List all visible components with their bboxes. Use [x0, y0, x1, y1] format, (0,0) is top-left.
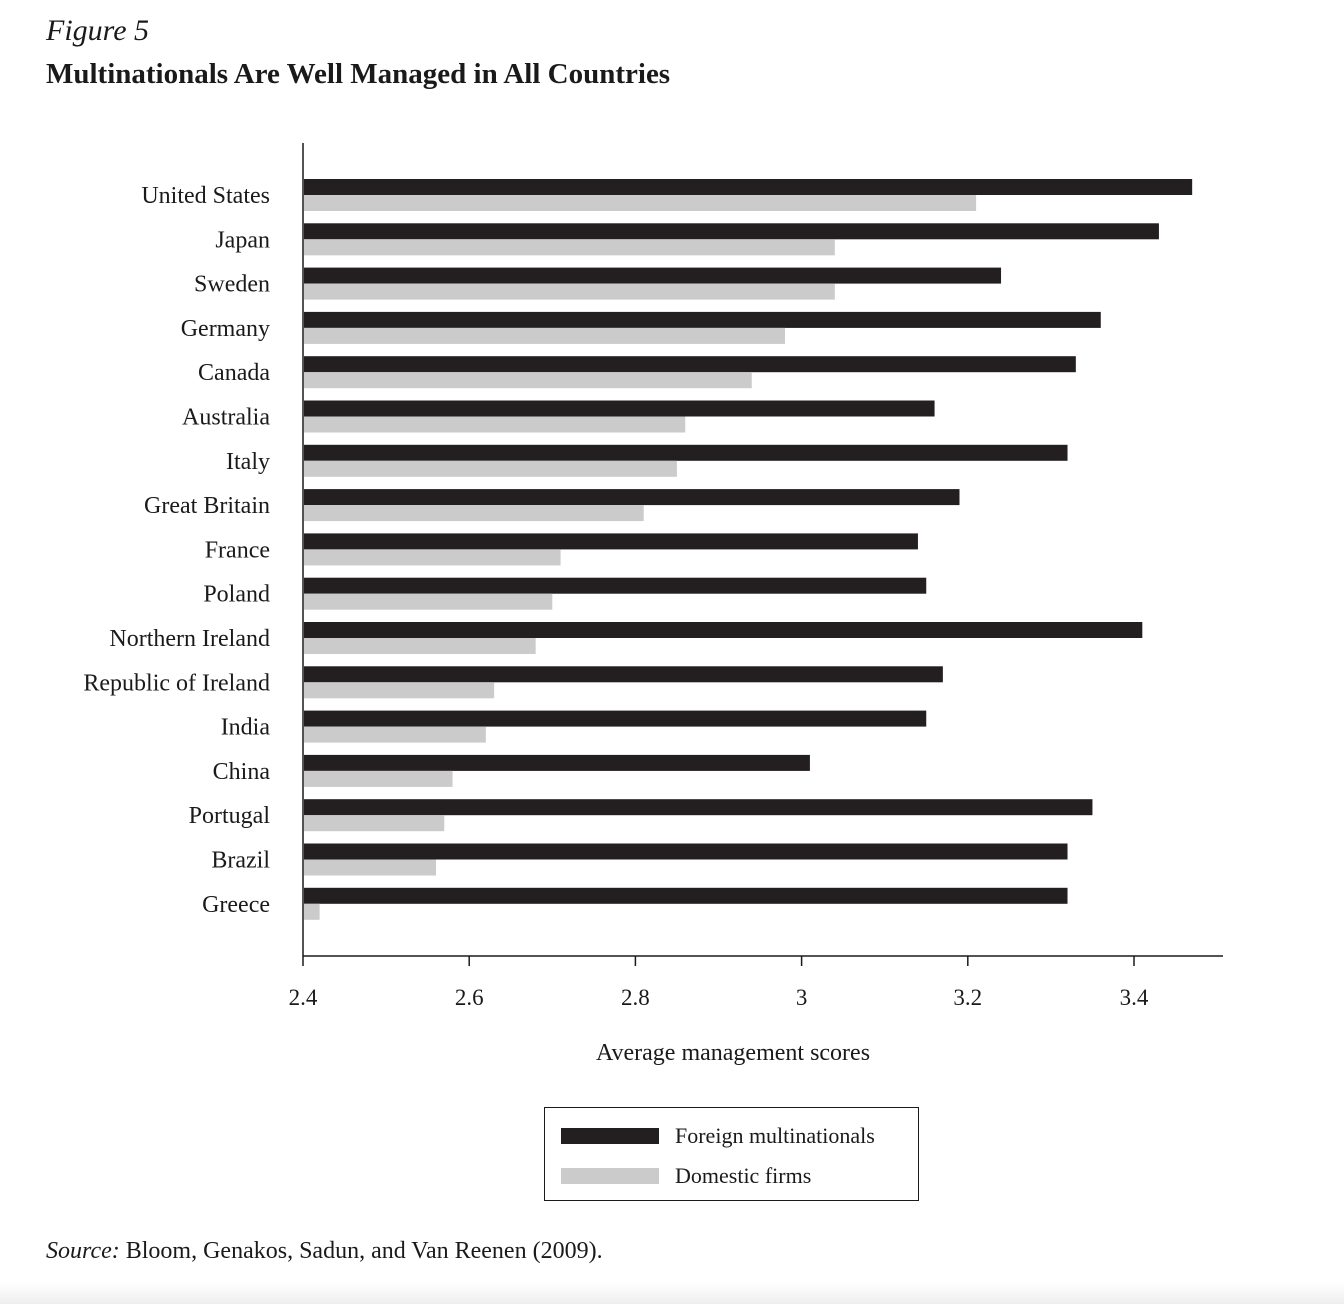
bar-domestic-brazil [304, 859, 436, 876]
bar-foreign-germany [304, 311, 1101, 328]
bar-domestic-greece [304, 903, 320, 920]
legend-item-foreign: Foreign multinationals [561, 1123, 875, 1148]
source-note: Source: Bloom, Genakos, Sadun, and Van R… [46, 1238, 603, 1265]
legend-item-domestic: Domestic firms [561, 1163, 812, 1188]
bar-domestic-india [304, 726, 486, 743]
category-label: Germany [181, 316, 270, 342]
category-label: Poland [203, 582, 270, 608]
legend: Foreign multinationals Domestic firms [544, 1107, 919, 1201]
bar-chart: United States Japan Sweden Germany Canada Aus… [83, 143, 1223, 1066]
x-tick-label: 3.2 [953, 985, 982, 1010]
x-tick-label: 2.8 [621, 985, 650, 1010]
bar-domestic-sweden [304, 283, 835, 300]
category-label: Sweden [194, 272, 270, 298]
bar-domestic-china [304, 770, 453, 787]
figure-label: Figure 5 [46, 14, 150, 47]
bar-foreign-brazil [304, 843, 1068, 860]
bar-foreign-great-britain [304, 489, 960, 506]
bar-domestic-poland [304, 593, 553, 610]
legend-label-foreign: Foreign multinationals [675, 1123, 875, 1148]
bar-foreign-republic-of-ireland [304, 666, 943, 683]
category-labels: United States Japan Sweden Germany Canada Aus… [83, 183, 270, 918]
x-tick-label: 2.4 [289, 985, 318, 1010]
axes [302, 143, 1223, 957]
bar-foreign-france [304, 533, 918, 550]
category-label: France [205, 537, 270, 563]
x-tick-label: 3.4 [1120, 985, 1149, 1010]
category-label: Brazil [211, 848, 270, 874]
category-label: Northern Ireland [109, 626, 270, 652]
page-bottom-edge [0, 1282, 1344, 1304]
category-label: Japan [215, 227, 270, 253]
category-label: China [213, 759, 271, 785]
bar-foreign-greece [304, 887, 1068, 904]
bar-domestic-portugal [304, 815, 445, 832]
category-label: Greece [202, 892, 270, 918]
category-label: Italy [226, 449, 270, 475]
category-label: Australia [182, 405, 270, 431]
bar-domestic-northern-ireland [304, 638, 536, 654]
bar-domestic-united-states [304, 195, 977, 211]
bar-domestic-france [304, 549, 561, 566]
bar-foreign-northern-ireland [304, 622, 1143, 638]
bar-foreign-united-states [304, 179, 1193, 195]
bar-foreign-italy [304, 444, 1068, 461]
legend-swatch-domestic [561, 1168, 659, 1184]
bar-domestic-japan [304, 239, 835, 256]
bar-foreign-sweden [304, 267, 1002, 284]
bar-foreign-india [304, 710, 927, 727]
bar-foreign-australia [304, 400, 935, 417]
bar-foreign-poland [304, 577, 927, 594]
bar-foreign-japan [304, 223, 1159, 240]
bar-domestic-germany [304, 327, 785, 344]
bar-domestic-republic-of-ireland [304, 682, 495, 699]
bar-foreign-china [304, 754, 810, 771]
category-label: Portugal [189, 803, 271, 829]
bar-domestic-australia [304, 416, 686, 433]
legend-swatch-foreign [561, 1128, 659, 1144]
category-label: India [221, 715, 271, 741]
bar-domestic-great-britain [304, 505, 644, 522]
bar-foreign-canada [304, 356, 1076, 373]
x-tick-label: 3 [796, 985, 808, 1010]
source-label: Source: [46, 1238, 120, 1264]
category-label: United States [141, 183, 270, 209]
legend-label-domestic: Domestic firms [675, 1163, 812, 1188]
category-label: Canada [198, 360, 270, 386]
x-tick-label: 2.6 [455, 985, 484, 1010]
bar-foreign-portugal [304, 799, 1093, 816]
x-axis-label: Average management scores [596, 1040, 870, 1066]
bar-domestic-italy [304, 460, 677, 477]
x-ticks: 2.4 2.6 2.8 3 3.2 3.4 [289, 956, 1149, 1010]
source-text: Bloom, Genakos, Sadun, and Van Reenen (2… [125, 1238, 603, 1264]
bar-domestic-canada [304, 372, 752, 389]
figure-title: Multinationals Are Well Managed in All C… [46, 58, 671, 90]
category-label: Republic of Ireland [83, 670, 270, 696]
bars-layer [304, 179, 1193, 920]
category-label: Great Britain [144, 493, 270, 519]
